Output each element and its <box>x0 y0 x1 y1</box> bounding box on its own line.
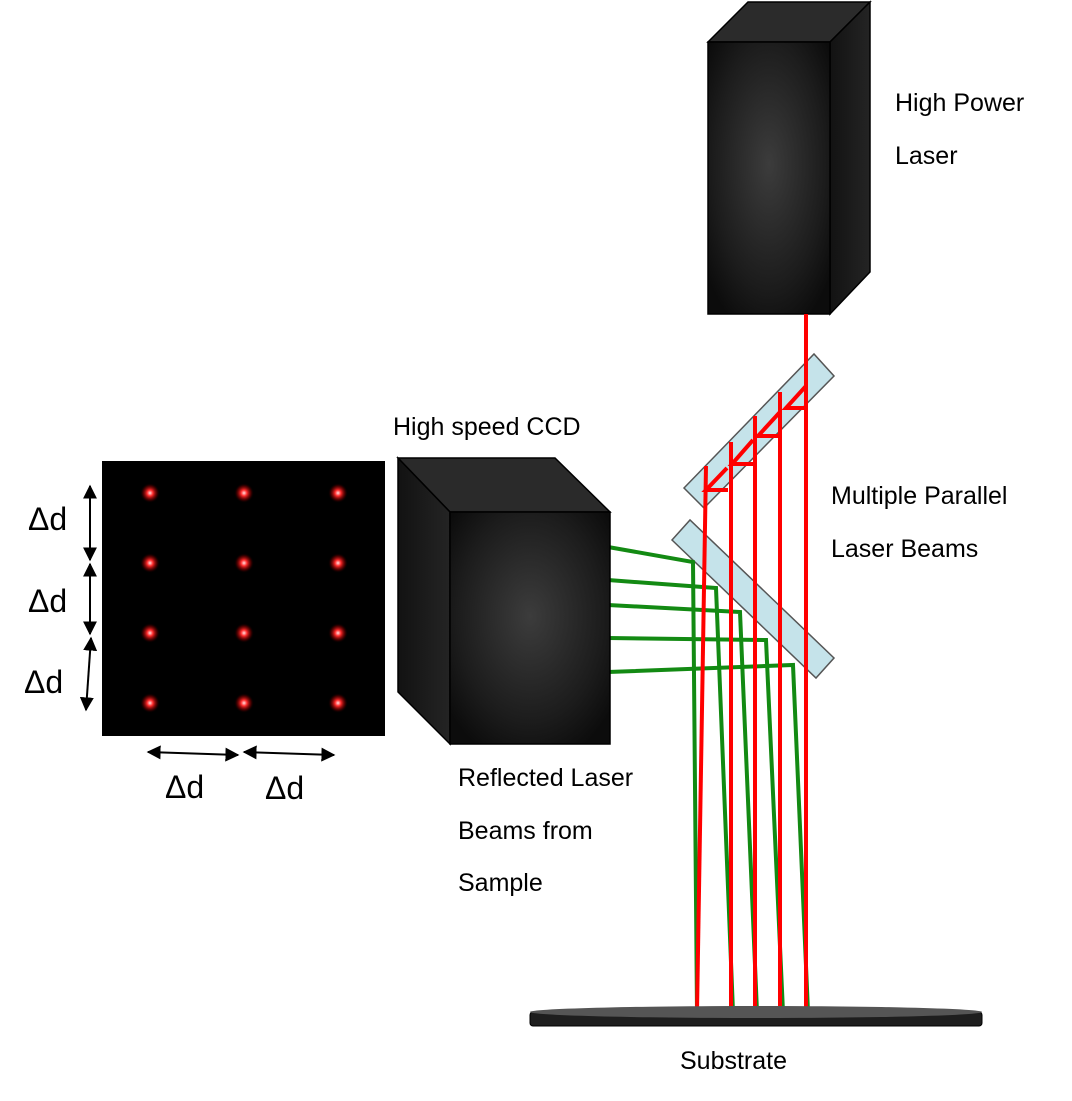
substrate-label: Substrate <box>680 1047 787 1075</box>
laser-spot <box>140 483 160 503</box>
horizontal-spacing-arrow <box>146 745 240 762</box>
reflected-beam <box>607 578 735 1013</box>
substrate <box>529 1006 983 1027</box>
laser-spot <box>328 693 348 713</box>
horizontal-spacing-arrow <box>242 745 336 762</box>
etalon-zigzag <box>753 410 782 438</box>
spacing-label: Δd <box>28 583 67 619</box>
laser-label-line2: Laser <box>895 142 958 170</box>
spot-pattern <box>102 461 385 736</box>
spacing-label: Δd <box>165 769 204 805</box>
laser-spot <box>140 553 160 573</box>
etalon-zigzag <box>781 384 808 410</box>
laser-spot <box>328 553 348 573</box>
beams-label-line2: Laser Beams <box>831 535 978 563</box>
laser-label-line1: High Power <box>895 89 1024 117</box>
incident-beam <box>695 465 708 1013</box>
spacing-label: Δd <box>265 770 304 806</box>
high-power-laser <box>706 0 872 316</box>
spacing-arrows <box>79 484 336 762</box>
ccd-front-face <box>449 511 611 745</box>
reflected-beam <box>607 636 785 1013</box>
laser-spot <box>234 623 254 643</box>
reflected-beam <box>607 545 699 1013</box>
laser-side-face <box>829 0 871 316</box>
spacing-label: Δd <box>24 664 63 700</box>
reflected-beam <box>607 662 810 1013</box>
incident-beams <box>695 314 808 1013</box>
beams-label-line1: Multiple Parallel <box>831 482 1007 510</box>
laser-front-face <box>707 41 831 315</box>
reflected-label-line2: Beams from <box>458 817 593 845</box>
ccd-label: High speed CCD <box>393 413 581 441</box>
laser-spot <box>234 693 254 713</box>
laser-spot <box>234 553 254 573</box>
laser-spot <box>328 483 348 503</box>
high-speed-ccd <box>396 456 612 746</box>
vertical-spacing-arrow <box>79 636 98 712</box>
labels: High Power Laser High speed CCD Multiple… <box>393 89 1024 1075</box>
reflected-beams <box>607 545 810 1013</box>
spacing-labels: Δd Δd Δd Δd Δd <box>24 501 304 806</box>
reflected-label-line3: Sample <box>458 869 543 897</box>
laser-spot <box>328 623 348 643</box>
spot-pattern-background <box>102 461 385 736</box>
laser-spot <box>140 623 160 643</box>
reflected-beam <box>607 603 759 1013</box>
laser-spot <box>140 693 160 713</box>
upper-etalon <box>682 352 836 510</box>
laser-spot <box>234 483 254 503</box>
reflected-label-line1: Reflected Laser <box>458 764 633 792</box>
spot-grid <box>140 483 348 713</box>
spacing-label: Δd <box>28 501 67 537</box>
